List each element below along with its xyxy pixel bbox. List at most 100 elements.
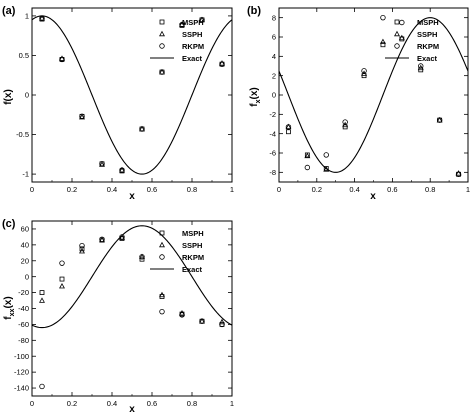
data-point-msph [380, 42, 386, 48]
x-tick-label: 0.2 [312, 185, 322, 194]
data-point-rkpm [285, 124, 292, 130]
data-point-ssph [219, 318, 225, 325]
y-tick-label: -60 [18, 320, 29, 329]
data-point-ssph [179, 21, 185, 27]
legend-label: SSPH [182, 30, 202, 39]
y-tick-label: -6 [269, 149, 276, 158]
y-tick-label: -4 [269, 129, 276, 138]
x-axis-label: x [129, 404, 135, 413]
data-point-ssph [159, 291, 165, 298]
y-tick-label: 2 [272, 71, 276, 80]
x-tick-label: 0.6 [147, 185, 157, 194]
legend-marker-msph [159, 230, 165, 236]
data-point-ssph [59, 282, 65, 289]
x-tick-label: 0.8 [187, 399, 197, 408]
x-tick-label: 0.4 [107, 399, 117, 408]
legend-label: SSPH [417, 30, 437, 39]
legend-marker-rkpm [159, 43, 165, 49]
chart-panel-3: 0 0.2 0.4 0.6 0.8 1 60 40 20 0 -20 -40 -60 -80 -100 -12… [2, 218, 234, 413]
x-tick-label: 1 [466, 185, 470, 194]
legend-label: MSPH [182, 229, 204, 238]
y-tick-label: 0 [25, 91, 29, 100]
x-tick-label: 0.4 [107, 185, 117, 194]
data-point-rkpm [199, 318, 205, 324]
y-tick-label: 40 [21, 240, 29, 249]
exact-curve [279, 17, 468, 173]
data-point-rkpm [304, 164, 311, 171]
data-point-rkpm [59, 56, 65, 63]
y-tick-label: 0 [25, 272, 29, 281]
y-tick-label: -40 [18, 304, 29, 313]
data-point-ssph [119, 166, 125, 173]
y-tick-label: -140 [14, 384, 29, 393]
data-point-rkpm [99, 161, 105, 167]
panel-label: (b) [247, 5, 261, 17]
data-point-ssph [199, 317, 205, 324]
y-tick-label: -20 [18, 288, 29, 297]
data-point-ssph [398, 34, 405, 41]
y-tick-label: -2 [269, 110, 276, 119]
data-point-rkpm [342, 119, 348, 125]
legend-label: SSPH [182, 241, 202, 250]
data-point-rkpm [380, 14, 386, 21]
data-point-ssph [361, 70, 368, 76]
data-point-ssph [379, 38, 386, 45]
y-axis-label: fxx(x) [3, 296, 16, 319]
y-tick-label: 0.5 [19, 51, 29, 60]
data-point-ssph [159, 68, 165, 75]
data-point-ssph [342, 121, 349, 128]
legend-marker-msph [394, 19, 400, 25]
panel-label: (a) [2, 5, 16, 17]
legend: MSPH SSPH RKPM Exact [150, 18, 204, 63]
plot-frame [278, 7, 469, 183]
exact-curve [32, 225, 232, 329]
data-point-ssph [79, 247, 85, 254]
data-point-rkpm [323, 152, 329, 158]
data-point-ssph [455, 170, 462, 176]
y-tick-label: 60 [21, 225, 29, 234]
data-point-rkpm [455, 171, 462, 177]
legend-label: RKPM [182, 253, 204, 262]
data-point-rkpm [119, 234, 125, 240]
legend: MSPH SSPH RKPM Exact [385, 18, 439, 63]
data-point-rkpm [39, 383, 45, 390]
y-tick-label: -0.5 [16, 130, 29, 139]
data-point-msph [59, 276, 65, 282]
x-tick-label: 0.8 [187, 185, 197, 194]
data-point-ssph [59, 55, 65, 61]
y-tick-label: 1 [25, 12, 29, 21]
data-point-rkpm [59, 260, 65, 266]
data-point-msph [79, 246, 85, 252]
y-tick-label: 6 [272, 33, 276, 42]
x-tick-label: 0 [277, 185, 281, 194]
y-tick-label: 4 [272, 52, 276, 61]
y-tick-label: -120 [14, 368, 29, 377]
y-axis-label: fx(x) [249, 87, 262, 106]
legend-marker-ssph [159, 30, 165, 37]
data-point-ssph [219, 60, 225, 66]
data-point-rkpm [361, 68, 367, 74]
x-tick-label: 0 [30, 399, 34, 408]
data-point-msph [286, 129, 291, 135]
data-point-rkpm [418, 63, 424, 69]
y-tick-label: 0 [272, 91, 276, 100]
data-point-rkpm [119, 167, 125, 173]
data-point-ssph [39, 297, 45, 303]
data-point-ssph [417, 64, 424, 71]
data-point-ssph [436, 116, 443, 123]
x-tick-label: 0.6 [147, 399, 157, 408]
x-axis-label: x [370, 191, 376, 202]
legend-marker-msph [159, 19, 165, 25]
y-tick-label: 20 [21, 256, 29, 265]
data-point-rkpm [219, 321, 225, 328]
exact-curve [32, 15, 232, 175]
data-point-rkpm [159, 308, 165, 315]
x-tick-label: 0.2 [67, 399, 77, 408]
legend-label: Exact [417, 54, 438, 63]
data-point-ssph [139, 125, 145, 132]
legend-label: MSPH [182, 18, 204, 27]
data-point-rkpm [139, 254, 145, 260]
data-point-rkpm [179, 21, 185, 28]
legend-label: Exact [182, 265, 203, 274]
